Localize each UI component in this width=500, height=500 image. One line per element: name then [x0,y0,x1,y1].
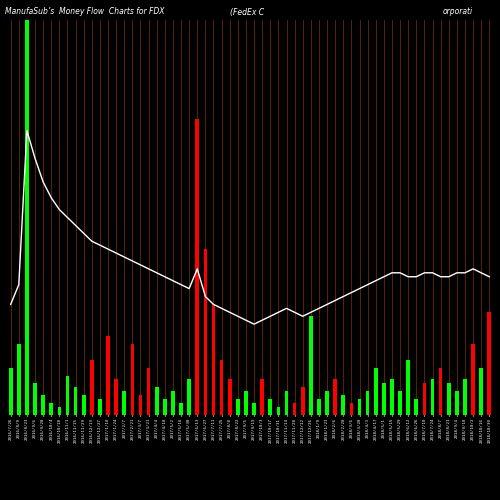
Bar [342,395,345,415]
Bar [406,360,410,415]
Bar [90,360,94,415]
Bar [138,395,142,415]
Bar [390,380,394,415]
Bar [325,392,329,415]
Bar [163,399,166,415]
Bar [358,399,362,415]
Bar [334,380,337,415]
Bar [228,380,232,415]
Bar [122,392,126,415]
Bar [74,388,78,415]
Bar [374,368,378,415]
Bar [25,20,28,415]
Bar [252,403,256,415]
Bar [439,368,442,415]
Bar [317,399,321,415]
Bar [155,388,158,415]
Bar [58,407,61,415]
Bar [422,384,426,415]
Bar [447,384,450,415]
Bar [480,368,483,415]
Bar [268,399,272,415]
Bar [284,392,288,415]
Text: (FedEx C: (FedEx C [230,8,264,16]
Bar [147,368,150,415]
Bar [244,392,248,415]
Bar [179,403,183,415]
Bar [350,403,353,415]
Bar [488,312,491,415]
Bar [171,392,175,415]
Bar [398,392,402,415]
Bar [463,380,467,415]
Bar [293,403,296,415]
Bar [204,249,207,415]
Bar [196,118,199,415]
Bar [188,380,191,415]
Bar [130,344,134,415]
Bar [309,316,312,415]
Bar [366,392,370,415]
Text: orporati: orporati [442,8,472,16]
Bar [260,380,264,415]
Bar [301,388,304,415]
Bar [212,304,216,415]
Bar [33,384,37,415]
Bar [66,376,70,415]
Bar [9,368,13,415]
Bar [220,360,224,415]
Bar [42,395,45,415]
Bar [50,403,53,415]
Bar [276,407,280,415]
Bar [382,384,386,415]
Bar [472,344,475,415]
Bar [82,395,86,415]
Bar [114,380,118,415]
Bar [98,399,102,415]
Bar [17,344,20,415]
Bar [455,392,458,415]
Bar [430,380,434,415]
Bar [414,399,418,415]
Bar [236,399,240,415]
Bar [106,336,110,415]
Text: ManufaSub’s  Money Flow  Charts for FDX: ManufaSub’s Money Flow Charts for FDX [5,8,164,16]
